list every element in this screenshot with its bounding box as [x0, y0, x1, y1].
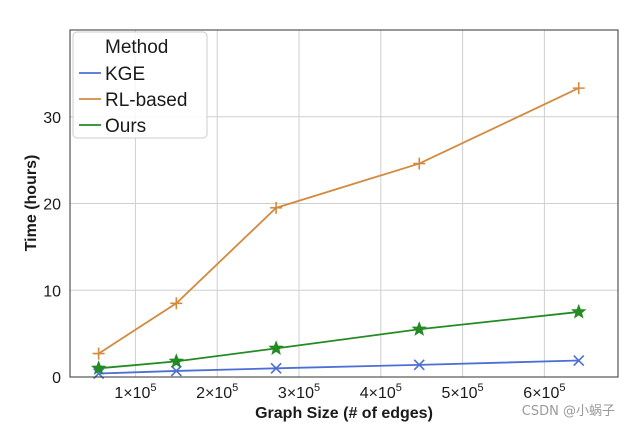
legend-entry-label: Ours — [105, 116, 146, 137]
y-tick-label: 0 — [52, 370, 61, 387]
legend-entry-label: KGE — [105, 64, 145, 85]
x-tick-label: 1×105 — [114, 382, 156, 402]
legend: Method KGE RL-based Ours — [72, 31, 208, 139]
legend-title: Method — [105, 37, 168, 58]
y-tick-label: 10 — [43, 283, 61, 300]
y-tick-labels: 0 10 20 30 — [43, 110, 61, 387]
series-kge — [93, 354, 585, 380]
data-point-ours — [90, 360, 107, 375]
data-point-rl-based — [270, 201, 283, 214]
legend-entry-label: RL-based — [105, 90, 187, 111]
series-layer — [90, 82, 587, 380]
y-tick-label: 30 — [43, 110, 61, 127]
x-tick-labels: 1×105 2×105 3×105 4×105 5×105 6×105 — [114, 382, 565, 402]
data-point-kge — [170, 365, 182, 377]
watermark: CSDN @小蜗子 — [521, 404, 615, 419]
data-point-rl-based — [572, 82, 585, 95]
series-ours — [90, 303, 587, 375]
data-point-rl-based — [170, 297, 183, 310]
data-point-ours — [571, 303, 587, 319]
series-rl-based — [92, 82, 585, 360]
data-point-rl-based — [92, 347, 105, 360]
x-tick-label: 5×105 — [442, 382, 484, 402]
x-tick-label: 4×105 — [360, 382, 402, 402]
data-point-ours — [168, 353, 185, 368]
y-tick-label: 20 — [43, 197, 61, 214]
plot-frame — [69, 29, 619, 378]
legend-box — [72, 31, 208, 139]
y-axis-title: Time (hours) — [23, 155, 40, 252]
x-tick-label: 3×105 — [278, 382, 320, 402]
x-tick-label: 2×105 — [196, 382, 238, 402]
data-point-kge — [413, 359, 425, 371]
data-point-kge — [573, 354, 585, 367]
data-point-rl-based — [413, 157, 426, 170]
x-axis-title: Graph Size (# of edges) — [255, 405, 433, 422]
x-tick-label: 6×105 — [523, 382, 565, 402]
data-point-ours — [268, 340, 284, 355]
data-point-kge — [270, 362, 282, 374]
data-point-ours — [411, 321, 427, 336]
